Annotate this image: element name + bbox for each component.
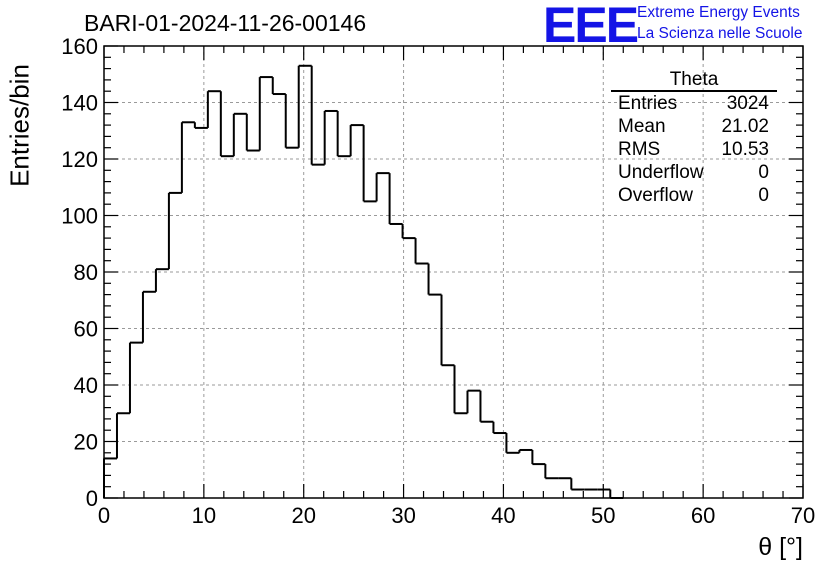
x-tick-label: 30 — [391, 503, 415, 528]
stats-label: Overflow — [618, 185, 693, 206]
stats-row-underflow: Underflow 0 — [611, 161, 777, 184]
stats-row-mean: Mean 21.02 — [611, 115, 777, 138]
eee-logo: EEE — [543, 0, 639, 53]
y-tick-label: 80 — [74, 260, 98, 285]
stats-label: RMS — [618, 139, 661, 160]
x-tick-label: 70 — [791, 503, 815, 528]
y-tick-label: 160 — [61, 34, 98, 59]
x-tick-label: 10 — [192, 503, 216, 528]
stats-value: 3024 — [726, 93, 769, 114]
stats-label: Mean — [618, 116, 666, 137]
y-tick-label: 20 — [74, 430, 98, 455]
brand-line-2: La Scienza nelle Scuole — [637, 25, 803, 42]
x-tick-label: 40 — [491, 503, 515, 528]
stats-value: 0 — [758, 185, 769, 206]
x-tick-label: 20 — [291, 503, 315, 528]
stats-value: 0 — [758, 162, 769, 183]
y-tick-label: 60 — [74, 317, 98, 342]
run-title: BARI-01-2024-11-26-00146 — [84, 10, 367, 36]
y-tick-label: 120 — [61, 147, 98, 172]
y-tick-label: 140 — [61, 91, 98, 116]
histogram-bins — [103, 64, 624, 499]
stats-row-entries: Entries 3024 — [611, 92, 777, 115]
x-tick-label: 50 — [591, 503, 615, 528]
stats-label: Underflow — [618, 162, 704, 183]
y-tick-label: 40 — [74, 373, 98, 398]
stats-value: 21.02 — [721, 116, 769, 137]
y-tick-label: 100 — [61, 204, 98, 229]
x-axis-label: θ [°] — [758, 533, 803, 561]
stats-label: Entries — [618, 93, 678, 114]
y-tick-label: 0 — [86, 486, 98, 511]
x-tick-label: 0 — [98, 503, 110, 528]
brand-line-1: Extreme Energy Events — [637, 4, 800, 21]
stats-row-overflow: Overflow 0 — [611, 184, 777, 207]
stats-row-rms: RMS 10.53 — [611, 138, 777, 161]
stats-title: Theta — [611, 70, 777, 92]
y-axis-label: Entries/bin — [4, 64, 35, 187]
axis-ticks: 0 10 20 30 40 50 60 70 0 20 40 60 80 100 120 140 160 — [61, 34, 815, 528]
x-tick-label: 60 — [691, 503, 715, 528]
stats-box: Theta Entries 3024 Mean 21.02 RMS 10.53 … — [611, 70, 777, 207]
stats-value: 10.53 — [721, 139, 769, 160]
